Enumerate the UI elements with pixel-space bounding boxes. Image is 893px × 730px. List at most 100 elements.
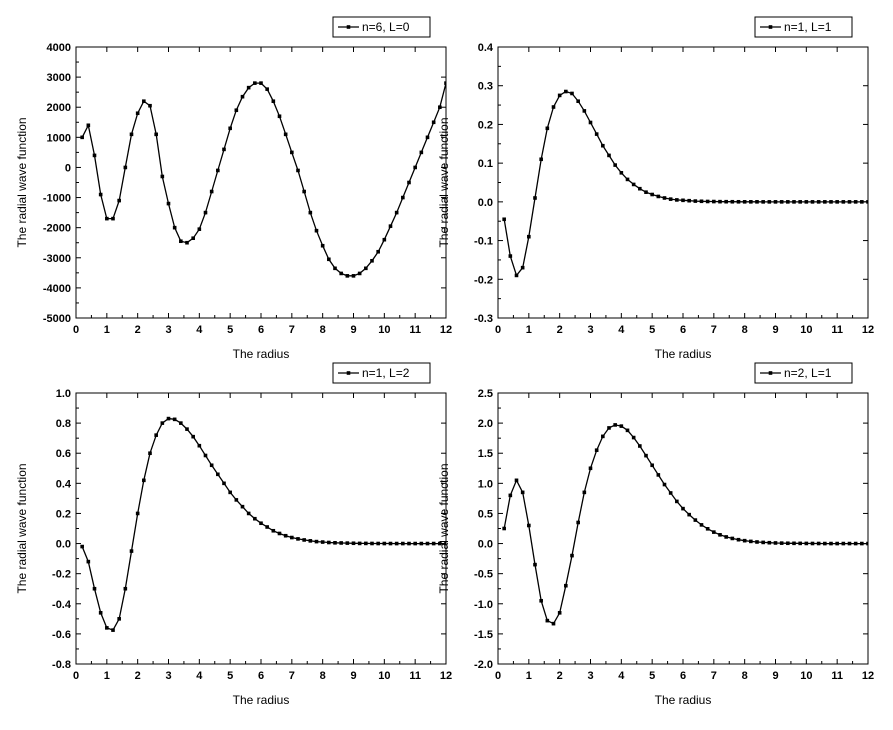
y-axis-title: The radial wave function bbox=[15, 117, 29, 247]
data-point bbox=[339, 271, 343, 276]
data-point bbox=[271, 528, 276, 533]
data-point bbox=[675, 499, 679, 504]
data-point bbox=[631, 182, 636, 187]
x-tick-label: 9 bbox=[350, 324, 356, 336]
data-point bbox=[123, 165, 128, 170]
data-point bbox=[191, 434, 195, 439]
data-point bbox=[582, 490, 587, 495]
data-point bbox=[179, 421, 183, 425]
data-point bbox=[539, 157, 543, 162]
data-point bbox=[656, 194, 661, 199]
data-point bbox=[185, 427, 189, 431]
data-point bbox=[265, 87, 269, 91]
data-point bbox=[564, 89, 568, 94]
data-point bbox=[86, 559, 91, 564]
x-tick-label: 9 bbox=[772, 670, 778, 682]
data-point bbox=[277, 114, 282, 119]
legend-marker-swatch bbox=[346, 371, 351, 375]
y-tick-label: -0.3 bbox=[474, 313, 493, 325]
y-tick-label: 2000 bbox=[47, 102, 71, 114]
data-point bbox=[407, 180, 411, 185]
y-tick-label: 0.4 bbox=[478, 42, 494, 54]
y-tick-label: -2000 bbox=[43, 223, 71, 235]
data-point bbox=[160, 421, 165, 425]
data-point bbox=[594, 448, 599, 453]
data-point bbox=[668, 491, 673, 495]
x-tick-label: 11 bbox=[831, 324, 843, 336]
x-axis-title: The radius bbox=[233, 693, 290, 707]
data-point bbox=[798, 541, 802, 546]
data-point bbox=[835, 541, 839, 546]
data-point bbox=[650, 192, 654, 197]
legend-label: n=2, L=1 bbox=[784, 366, 832, 380]
data-point bbox=[98, 192, 103, 197]
legend-label: n=6, L=0 bbox=[362, 20, 410, 34]
y-tick-label: 1.0 bbox=[478, 478, 493, 490]
data-point bbox=[105, 626, 109, 630]
data-point bbox=[588, 466, 593, 471]
data-point bbox=[662, 196, 667, 200]
data-point bbox=[675, 198, 679, 202]
data-point bbox=[86, 123, 91, 128]
data-point bbox=[240, 504, 245, 509]
y-tick-label: -5000 bbox=[43, 313, 71, 325]
chart-panel-4: 0 1 2 3 4 5 6 7 8 9 10 11 12-2.0-1.5-1.0-0.50.00.51.… bbox=[437, 362, 874, 707]
data-point bbox=[539, 598, 543, 603]
y-tick-label: 0.4 bbox=[56, 478, 72, 490]
legend-box bbox=[754, 362, 853, 384]
data-point bbox=[601, 143, 605, 148]
data-point bbox=[253, 516, 257, 521]
data-point bbox=[222, 481, 226, 486]
data-point bbox=[841, 200, 846, 204]
data-point bbox=[413, 541, 417, 546]
x-tick-label: 8 bbox=[320, 324, 326, 336]
data-point bbox=[773, 541, 778, 545]
data-point bbox=[376, 541, 380, 546]
data-point bbox=[413, 165, 417, 170]
data-point bbox=[502, 217, 506, 222]
data-point bbox=[302, 189, 306, 194]
data-point bbox=[847, 541, 852, 546]
data-point bbox=[246, 85, 251, 90]
data-point bbox=[755, 200, 759, 204]
data-point bbox=[730, 199, 735, 204]
data-point bbox=[438, 541, 442, 546]
data-point bbox=[345, 541, 350, 545]
data-point bbox=[514, 478, 519, 483]
data-point bbox=[172, 417, 177, 422]
chart-panel-3: 0 1 2 3 4 5 6 7 8 9 10 11 12-0.8-0.6-0.4-0.20.00.20.… bbox=[15, 362, 452, 707]
chart-panel-1: 0 1 2 3 4 5 6 7 8 9 10 11 12-5000-4000-3000-2000-100… bbox=[15, 16, 452, 361]
data-point bbox=[514, 273, 519, 278]
y-tick-label: 0.0 bbox=[478, 197, 493, 209]
data-point bbox=[551, 105, 556, 109]
y-tick-label: 0.2 bbox=[478, 119, 493, 131]
data-point bbox=[80, 135, 84, 140]
data-point bbox=[699, 523, 704, 527]
x-tick-label: 1 bbox=[104, 324, 110, 336]
y-tick-label: 0.0 bbox=[478, 539, 493, 551]
data-point bbox=[527, 234, 531, 239]
data-point bbox=[401, 541, 405, 546]
data-point bbox=[545, 126, 550, 131]
series-group bbox=[502, 423, 868, 626]
data-point bbox=[209, 463, 214, 468]
x-tick-label: 8 bbox=[742, 670, 748, 682]
x-tick-label: 0 bbox=[495, 324, 501, 336]
y-tick-label: -3000 bbox=[43, 253, 71, 265]
data-point bbox=[804, 200, 809, 204]
data-point bbox=[656, 473, 661, 477]
data-point bbox=[327, 257, 331, 262]
chart-panel-2: 0 1 2 3 4 5 6 7 8 9 10 11 12-0.3-0.2-0.10.00.10.20.3… bbox=[437, 16, 874, 361]
x-tick-label: 1 bbox=[526, 324, 532, 336]
y-tick-label: -1000 bbox=[43, 193, 71, 205]
data-point bbox=[296, 168, 300, 173]
data-point bbox=[601, 434, 605, 439]
data-point bbox=[576, 520, 580, 525]
x-tick-label: 11 bbox=[409, 324, 421, 336]
x-tick-label: 9 bbox=[772, 324, 778, 336]
data-point bbox=[681, 506, 685, 511]
y-tick-label: 0.8 bbox=[56, 418, 71, 430]
x-tick-label: 12 bbox=[440, 670, 452, 682]
x-tick-label: 2 bbox=[135, 324, 141, 336]
